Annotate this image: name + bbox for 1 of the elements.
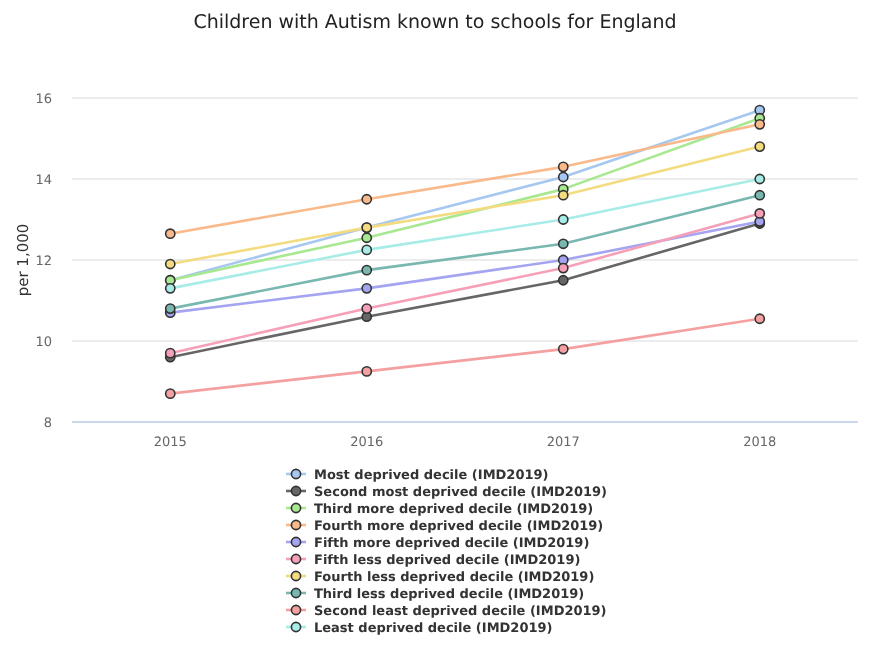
chart-title: Children with Autism known to schools for England [193, 12, 677, 34]
